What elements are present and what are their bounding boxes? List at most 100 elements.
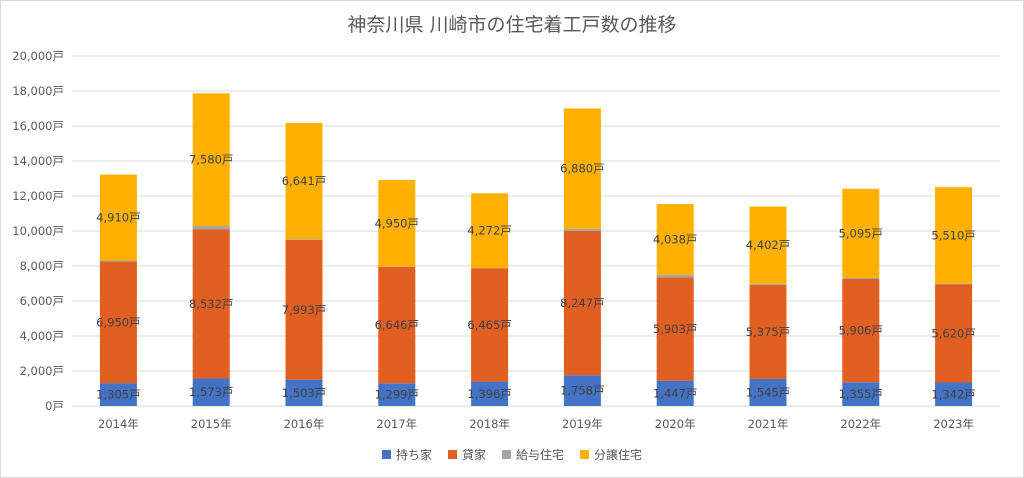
y-tick-label: 2,000戸 [20, 364, 64, 378]
y-tick-label: 10,000戸 [12, 224, 64, 238]
bar-segment [471, 193, 509, 269]
bar-segment [563, 375, 601, 406]
legend-swatch-rental [447, 450, 457, 459]
bar-segment [935, 284, 973, 383]
data-label: 5,375戸 [746, 325, 790, 339]
y-tick-label: 12,000戸 [12, 189, 64, 203]
bar-segment [192, 93, 230, 227]
bar-segment [99, 261, 137, 384]
y-tick-label: 6,000戸 [20, 294, 64, 308]
data-label: 6,465戸 [467, 318, 511, 332]
x-tick-label: 2022年 [840, 417, 881, 431]
bar-segment [378, 383, 416, 406]
bar-segment [656, 204, 694, 275]
bar-segment [656, 277, 694, 381]
legend-label-for-sale: 分譲住宅 [594, 448, 643, 462]
data-label: 6,641戸 [282, 174, 326, 188]
bar-segment [285, 239, 323, 240]
x-tick-label: 2016年 [284, 417, 325, 431]
data-label: 4,950戸 [375, 216, 419, 230]
data-label: 5,620戸 [931, 326, 975, 340]
legend-label-owned: 持ち家 [395, 448, 432, 462]
bar-segment [842, 188, 880, 278]
data-label: 8,532戸 [189, 297, 233, 311]
x-tick-label: 2020年 [655, 417, 696, 431]
data-label: 1,447戸 [653, 386, 697, 400]
bar-segment [749, 378, 787, 406]
bar-segment [285, 379, 323, 406]
x-tick-label: 2015年 [191, 417, 232, 431]
data-label: 6,646戸 [375, 318, 419, 332]
data-label: 6,950戸 [96, 315, 140, 329]
legend-item-rental: 貸家 [447, 446, 486, 463]
legend: 持ち家 貸家 給与住宅 分譲住宅 [0, 446, 1024, 463]
x-tick-label: 2023年 [933, 417, 974, 431]
y-tick-label: 0戸 [45, 399, 64, 413]
bar-segment [471, 268, 509, 382]
bar-segment [563, 108, 601, 229]
bar-segment [378, 266, 416, 384]
data-label: 7,993戸 [282, 303, 326, 317]
data-label: 1,573戸 [189, 385, 233, 399]
data-label: 1,299戸 [375, 388, 419, 402]
x-tick-label: 2021年 [748, 417, 789, 431]
data-label: 8,247戸 [560, 296, 604, 310]
data-label: 1,545戸 [746, 385, 790, 399]
bar-segment [563, 228, 601, 231]
bar-segment [192, 229, 230, 379]
data-label: 4,910戸 [96, 211, 140, 225]
data-label: 5,906戸 [839, 324, 883, 338]
legend-swatch-for-sale [580, 450, 590, 459]
legend-label-rental: 貸家 [461, 448, 486, 462]
bar-segment [935, 382, 973, 406]
bar-segment [99, 260, 137, 262]
data-label: 5,095戸 [839, 226, 883, 240]
legend-label-company-housing: 給与住宅 [516, 448, 565, 462]
bar-segment [378, 179, 416, 267]
legend-item-for-sale: 分譲住宅 [580, 446, 642, 463]
bar-segment [192, 226, 230, 230]
data-label: 1,503戸 [282, 386, 326, 400]
data-label: 4,038戸 [653, 232, 697, 246]
bar-segment [656, 274, 694, 278]
bar-segment [935, 187, 973, 284]
y-tick-label: 16,000戸 [12, 119, 64, 133]
bar-segment [935, 283, 973, 285]
data-label: 4,402戸 [746, 238, 790, 252]
chart-title: 神奈川県 川崎市の住宅着工戸数の推移 [347, 14, 677, 36]
x-tick-label: 2018年 [469, 417, 510, 431]
y-tick-label: 8,000戸 [20, 259, 64, 273]
bar-segment [563, 230, 601, 376]
bar-segment [285, 239, 323, 380]
x-tick-label: 2017年 [376, 417, 417, 431]
legend-swatch-owned [381, 450, 391, 459]
bar-segment [842, 382, 880, 406]
bar-segment [471, 381, 509, 406]
bar-segment [285, 122, 323, 240]
bar-segment [656, 380, 694, 406]
y-tick-label: 20,000戸 [12, 49, 64, 63]
legend-item-owned: 持ち家 [381, 446, 432, 463]
x-tick-label: 2014年 [98, 417, 139, 431]
bar-segment [192, 378, 230, 406]
bar-segment [749, 206, 787, 284]
bar-segment [99, 383, 137, 406]
legend-item-company-housing: 給与住宅 [502, 446, 564, 463]
bar-segment [749, 283, 787, 285]
data-label: 1,355戸 [839, 387, 883, 401]
data-label: 1,396戸 [467, 387, 511, 401]
x-tick-label: 2019年 [562, 417, 603, 431]
data-label: 4,272戸 [467, 224, 511, 238]
data-label: 7,580戸 [189, 153, 233, 167]
data-label: 5,903戸 [653, 322, 697, 336]
data-label: 1,758戸 [560, 384, 604, 398]
bar-segment [99, 174, 137, 261]
bar-segment [842, 278, 880, 383]
data-label: 6,880戸 [560, 162, 604, 176]
data-label: 5,510戸 [931, 228, 975, 242]
data-label: 1,342戸 [931, 387, 975, 401]
y-tick-label: 4,000戸 [20, 329, 64, 343]
legend-swatch-company-housing [502, 450, 511, 459]
y-tick-label: 18,000戸 [12, 84, 64, 98]
